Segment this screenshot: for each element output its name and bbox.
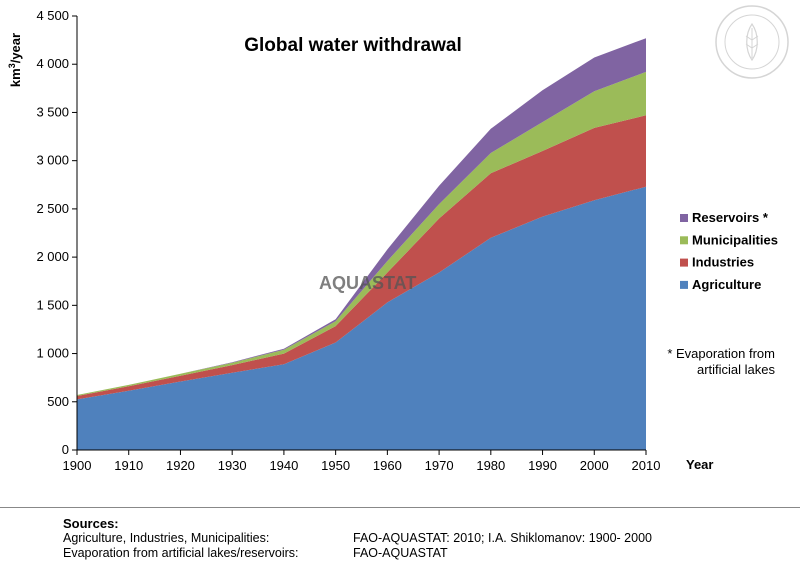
area-series-group — [77, 38, 646, 450]
area-municipalities — [77, 71, 646, 397]
y-tick-label: 2 500 — [36, 201, 69, 216]
legend-swatch — [680, 280, 688, 289]
axes-group — [72, 15, 647, 455]
x-tick-label: 1900 — [63, 458, 92, 473]
y-tick-label: 500 — [47, 394, 69, 409]
y-tick-label: 1 000 — [36, 346, 69, 361]
y-tick-label: 4 500 — [36, 8, 69, 23]
x-tick-label: 1970 — [425, 458, 454, 473]
y-tick-label: 4 000 — [36, 56, 69, 71]
source-label: Evaporation from artificial lakes/reserv… — [63, 546, 299, 560]
y-tick-label: 3 500 — [36, 104, 69, 119]
source-row: Evaporation from artificial lakes/reserv… — [63, 546, 652, 561]
x-tick-label: 1910 — [114, 458, 143, 473]
x-tick-label: 1990 — [528, 458, 557, 473]
sources-block: Sources: Agriculture, Industries, Munici… — [63, 516, 652, 561]
source-row: Agriculture, Industries, Municipalities:… — [63, 531, 652, 546]
x-tick-label: 2000 — [580, 458, 609, 473]
x-tick-label: 1950 — [321, 458, 350, 473]
x-tick-label: 1980 — [476, 458, 505, 473]
y-tick-label: 3 000 — [36, 153, 69, 168]
area-agriculture — [77, 186, 646, 450]
x-tick-label: 1920 — [166, 458, 195, 473]
fao-logo-icon — [715, 5, 789, 79]
aquastat-watermark: AQUASTAT — [319, 273, 416, 293]
legend-label: Reservoirs * — [692, 210, 769, 225]
x-tick-label: 1930 — [218, 458, 247, 473]
y-tick-label: 0 — [62, 442, 69, 457]
chart: 1900 1910 1920 1930 1940 1950 1960 1970 1980 1990… — [7, 8, 778, 473]
legend-swatch — [680, 214, 688, 222]
x-tick-label: 1960 — [373, 458, 402, 473]
divider — [0, 507, 800, 508]
chart-title: Global water withdrawal — [244, 35, 462, 56]
y-tick-label: 2 000 — [36, 249, 69, 264]
x-tick-labels: 1900 1910 1920 1930 1940 1950 1960 1970 1980 1990… — [63, 458, 661, 473]
legend-label: Agriculture — [692, 277, 761, 292]
legend: Reservoirs * Municipalities Industries Agri… — [680, 210, 778, 292]
footnote-line-2: artificial lakes — [697, 362, 776, 377]
y-tick-label: 1 500 — [36, 297, 69, 312]
legend-swatch — [680, 236, 688, 245]
x-tick-label: 1940 — [269, 458, 298, 473]
area-reservoirs — [77, 38, 646, 395]
area-industries — [77, 115, 646, 400]
source-value: FAO-AQUASTAT — [353, 546, 448, 560]
legend-swatch — [680, 258, 688, 267]
x-axis-label: Year — [686, 457, 713, 472]
y-axis-label: km3/year — [7, 33, 23, 87]
sources-heading: Sources: — [63, 516, 119, 531]
x-tick-label: 2010 — [632, 458, 661, 473]
source-value: FAO-AQUASTAT: 2010; I.A. Shiklomanov: 19… — [353, 531, 652, 545]
y-tick-labels: 0 500 1 000 1 500 2 000 2 500 3 000 3 500 4 000 4… — [36, 8, 69, 457]
legend-label: Municipalities — [692, 232, 778, 247]
legend-label: Industries — [692, 255, 754, 270]
source-label: Agriculture, Industries, Municipalities: — [63, 531, 270, 545]
footnote-line-1: * Evaporation from — [667, 346, 775, 361]
